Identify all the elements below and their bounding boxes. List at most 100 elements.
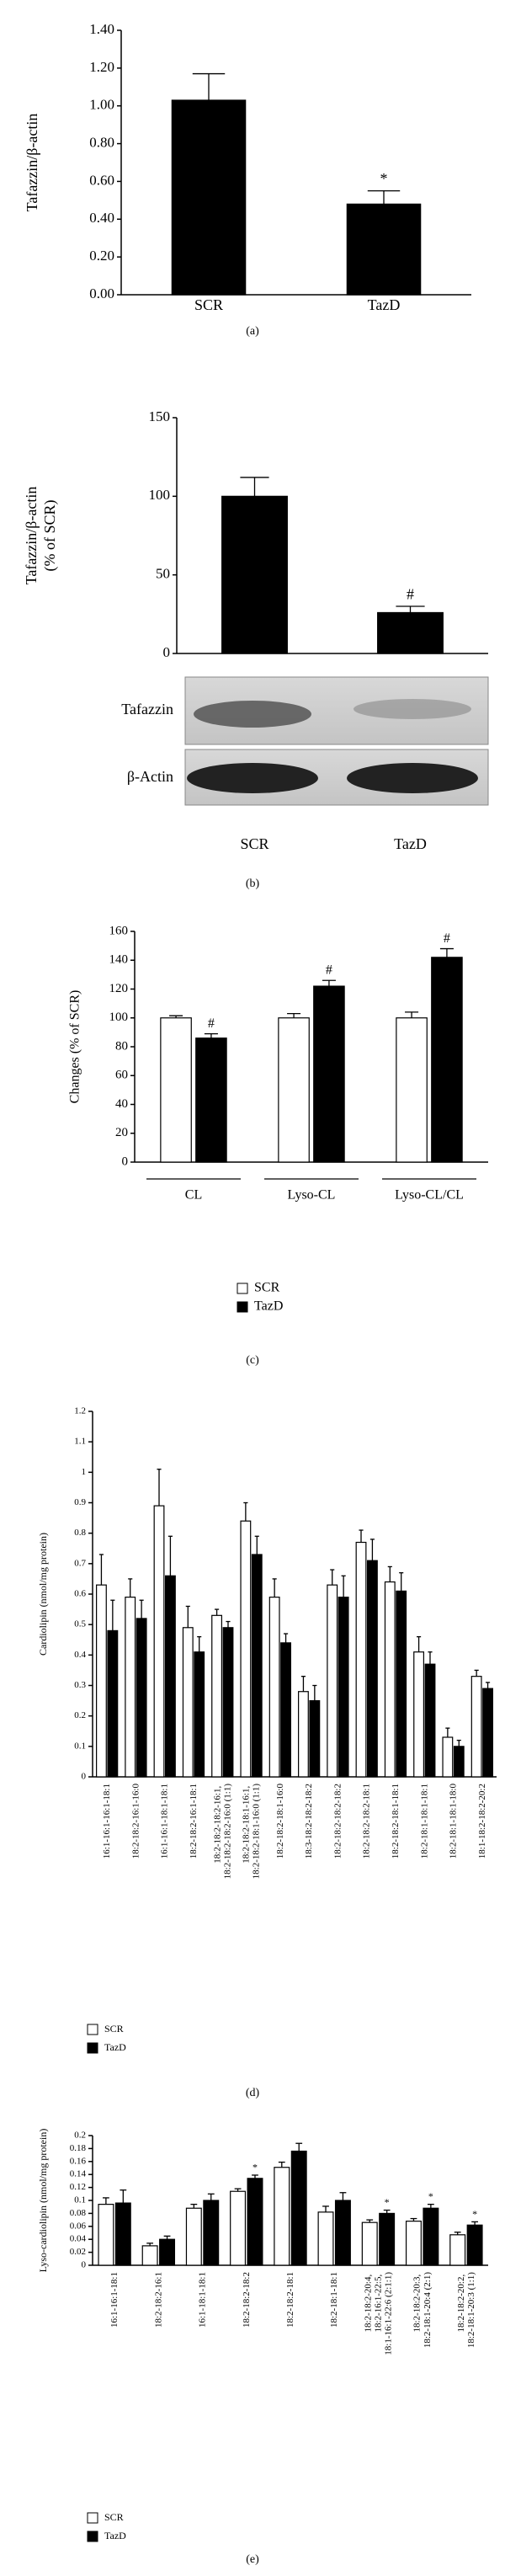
- bar: [268, 1597, 280, 1778]
- x-tick-label: Lyso-CL: [288, 1188, 336, 1203]
- bar: [153, 1505, 165, 1778]
- significance-mark: *: [385, 2196, 390, 2208]
- x-tick-label: 18:2-18:2-16:1: [153, 2272, 163, 2328]
- x-tick-label: 16:1-16:1-18:1-18:1: [159, 1784, 169, 1859]
- x-tick-label: 18:2-18:2-16:1-18:1: [189, 1784, 199, 1859]
- bar: [125, 1597, 136, 1778]
- x-tick-label-line: 18:2-18:2-18:2-16:1,: [212, 1784, 222, 1864]
- x-tick-label-line: 18:1-16:1-22:6 (2:1:1): [383, 2272, 393, 2355]
- bar: [159, 2238, 176, 2266]
- significance-mark: #: [407, 586, 414, 603]
- significance-mark: *: [380, 170, 388, 187]
- y-tick-label: 140: [109, 953, 129, 967]
- legend-label: SCR: [104, 2023, 124, 2035]
- y-tick-label: 0.7: [74, 1558, 86, 1568]
- x-tick-label-line: 18:2-18:2-18:1: [285, 2272, 295, 2328]
- y-tick-label: 0.4: [74, 1650, 86, 1660]
- y-tick-label: 100: [109, 1011, 129, 1024]
- x-tick-label: 18:2-18:1-18:1-18:1: [419, 1784, 429, 1859]
- significance-mark: #: [208, 1016, 215, 1031]
- x-tick-label: 18:1-18:2-18:2-20:2: [476, 1784, 486, 1859]
- blot-label: β-Actin: [127, 768, 173, 785]
- y-tick-label: 0.16: [70, 2156, 87, 2166]
- bar: [431, 957, 463, 1163]
- y-tick-label: 100: [149, 487, 171, 503]
- y-axis-label: Changes (% of SCR): [68, 990, 82, 1104]
- bar: [141, 2245, 158, 2266]
- y-tick-label: 0.14: [70, 2169, 87, 2179]
- bar: [309, 1699, 321, 1778]
- x-tick-label: 18:2-18:2-18:2-18:1: [361, 1784, 371, 1859]
- x-tick-label: 18:2-18:1-18:1: [329, 2272, 339, 2328]
- y-tick-label: 1: [82, 1467, 87, 1477]
- x-tick-label-line: 18:2-18:2-18:2-18:1: [361, 1784, 371, 1859]
- y-tick-label: 0.20: [89, 248, 114, 264]
- bar: [221, 495, 288, 654]
- x-tick-label-line: 18:2-18:2-18:1-16:0: [274, 1784, 284, 1859]
- bar: [405, 2221, 422, 2266]
- x-tick-label: 18:2-18:2-18:1-16:1, 18:2-18:2-18:1-16:0…: [241, 1784, 261, 1880]
- y-tick-label: 50: [156, 566, 170, 582]
- y-tick-label: 1.40: [89, 21, 114, 37]
- x-tick-label: 18:2-18:2-18:2-18:2: [332, 1784, 343, 1859]
- panel-label: (b): [246, 877, 260, 890]
- y-tick-label: 0.60: [89, 172, 114, 188]
- y-tick-label: 1.00: [89, 97, 114, 113]
- x-tick-label-line: 18:2-18:2-20:4,: [363, 2272, 373, 2333]
- y-tick-label: 0.9: [74, 1497, 86, 1507]
- x-tick-label-line: 18:2-18:2-16:1-18:1: [189, 1784, 199, 1859]
- bar: [274, 2167, 290, 2266]
- x-tick-label-line: 16:1-16:1-16:1-18:1: [102, 1784, 112, 1859]
- y-tick-label: 0.2: [74, 2131, 86, 2141]
- legend-swatch: [87, 2024, 98, 2035]
- x-tick-label-line: 18:2-18:1-18:1-18:1: [419, 1784, 429, 1859]
- bar: [453, 1746, 465, 1778]
- x-tick-label-line: 18:2-18:2-16:1-16:0: [130, 1784, 141, 1859]
- x-tick-label-line: 18:2-18:2-18:1-16:1,: [241, 1784, 251, 1864]
- bar: [449, 2234, 466, 2266]
- x-tick-label: 18:2-18:2-16:1-16:0: [130, 1784, 141, 1859]
- bar: [298, 1691, 309, 1778]
- x-tick-label-line: 18:2-18:2-18:2: [241, 2272, 251, 2328]
- x-tick-label-line: 18:2-18:2-16:1: [153, 2272, 163, 2328]
- y-axis-label: Lyso-cardiolipin (nmol/mg protein): [37, 2129, 49, 2273]
- y-tick-label: 0.18: [70, 2143, 87, 2153]
- bar: [379, 2212, 396, 2266]
- bar: [384, 1581, 396, 1778]
- x-tick-label-line: 18:2-18:2-18:2-18:2: [332, 1784, 343, 1859]
- x-tick-label-line: 18:3-18:2-18:2-18:2: [304, 1784, 314, 1859]
- bar: [203, 2200, 220, 2266]
- legend-swatch: [87, 2531, 98, 2542]
- y-tick-label: 0.5: [74, 1619, 86, 1629]
- bar: [470, 1676, 482, 1778]
- bar: [136, 1618, 147, 1778]
- x-tick-label: TazD: [394, 835, 427, 852]
- x-tick-label-line: 16:1-16:1-18:1-18:1: [159, 1784, 169, 1859]
- x-tick-label: 18:2-18:2-20:3, 18:2-18:1-20:4 (2:1): [412, 2272, 432, 2348]
- bar: [396, 1017, 428, 1163]
- x-tick-label: 18:2-18:2-18:2-16:1, 18:2-18:2-18:2-16:0…: [212, 1784, 232, 1880]
- y-axis-label: (% of SCR): [41, 499, 59, 571]
- x-tick-label: 16:1-16:1-18:1: [109, 2272, 120, 2328]
- x-tick-label: SCR: [240, 835, 268, 852]
- y-tick-label: 0.12: [70, 2182, 86, 2192]
- y-tick-label: 0.08: [70, 2208, 87, 2218]
- x-tick-label-line: 18:2-18:1-20:3 (1:1): [466, 2272, 476, 2348]
- legend-swatch: [87, 2042, 98, 2054]
- bar: [96, 1584, 107, 1778]
- x-tick-label-line: 18:2-18:1-18:1-18:0: [448, 1784, 458, 1859]
- bar: [251, 1554, 263, 1778]
- bar: [442, 1736, 454, 1778]
- y-tick-label: 0.04: [70, 2234, 87, 2244]
- significance-mark: #: [444, 931, 450, 946]
- bar: [466, 2224, 483, 2266]
- y-tick-label: 0.02: [70, 2247, 86, 2257]
- panel-label: (e): [246, 2553, 259, 2566]
- bar: [355, 1541, 367, 1778]
- x-tick-label: 18:2-18:2-20:4, 18:2-16:1-22:5, 18:1-16:…: [363, 2272, 393, 2355]
- legend-label: SCR: [104, 2511, 124, 2523]
- significance-mark: *: [472, 2208, 477, 2220]
- bar: [424, 1663, 436, 1778]
- y-tick-label: 0.3: [74, 1680, 86, 1690]
